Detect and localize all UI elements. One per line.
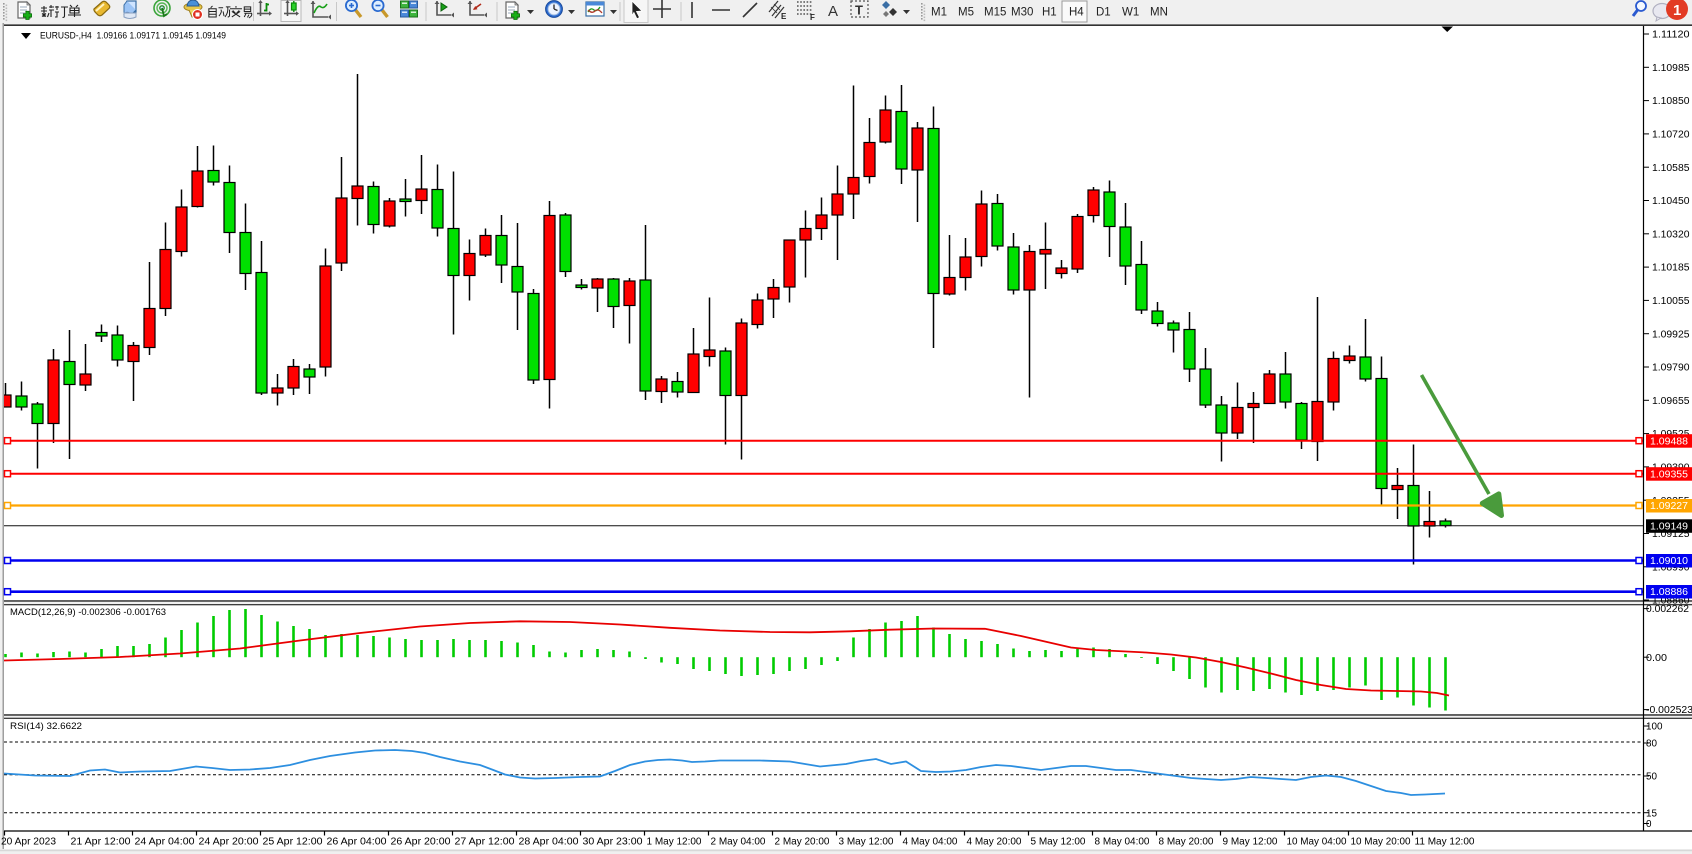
svg-text:0.002262: 0.002262 (1646, 604, 1689, 615)
svg-text:24 Apr 20:00: 24 Apr 20:00 (199, 837, 260, 848)
svg-text:E: E (781, 12, 787, 21)
svg-text:11 May 12:00: 11 May 12:00 (1415, 837, 1476, 848)
svg-text:15: 15 (1646, 808, 1658, 819)
svg-text:26 Apr 04:00: 26 Apr 04:00 (327, 837, 388, 848)
svg-text:1.08990: 1.08990 (1652, 562, 1690, 573)
svg-text:80: 80 (1646, 739, 1658, 750)
svg-text:H4: H4 (1069, 7, 1084, 19)
svg-text:10 May 20:00: 10 May 20:00 (1351, 837, 1412, 848)
svg-text:1.10450: 1.10450 (1652, 196, 1690, 207)
svg-text:M15: M15 (984, 7, 1006, 19)
svg-text:21 Apr 12:00: 21 Apr 12:00 (71, 837, 132, 848)
svg-text:8 May 20:00: 8 May 20:00 (1159, 837, 1215, 848)
svg-text:28 Apr 04:00: 28 Apr 04:00 (519, 837, 580, 848)
svg-text:MACD(12,26,9) -0.002306 -0.001: MACD(12,26,9) -0.002306 -0.001763 (10, 607, 166, 618)
svg-text:1.10720: 1.10720 (1652, 130, 1690, 141)
svg-text:M1: M1 (931, 7, 947, 19)
svg-text:9 May 12:00: 9 May 12:00 (1223, 837, 1279, 848)
svg-text:3 May 12:00: 3 May 12:00 (839, 837, 895, 848)
svg-text:1.10850: 1.10850 (1652, 96, 1690, 107)
svg-text:24 Apr 04:00: 24 Apr 04:00 (135, 837, 196, 848)
svg-text:1.08886: 1.08886 (1650, 587, 1689, 598)
svg-text:MN: MN (1150, 7, 1168, 19)
svg-text:26 Apr 20:00: 26 Apr 20:00 (391, 837, 452, 848)
svg-text:4 May 04:00: 4 May 04:00 (903, 837, 959, 848)
svg-text:4 May 20:00: 4 May 20:00 (967, 837, 1023, 848)
svg-text:1.09655: 1.09655 (1652, 396, 1690, 407)
svg-text:20 Apr 2023: 20 Apr 2023 (1, 837, 57, 848)
svg-text:5 May 12:00: 5 May 12:00 (1031, 837, 1087, 848)
svg-text:10 May 04:00: 10 May 04:00 (1287, 837, 1348, 848)
svg-text:30 Apr 23:00: 30 Apr 23:00 (583, 837, 644, 848)
svg-text:1.09790: 1.09790 (1652, 363, 1690, 374)
svg-text:1 May 12:00: 1 May 12:00 (647, 837, 703, 848)
svg-text:M5: M5 (958, 7, 974, 19)
svg-text:EURUSD-,H4 1.09166 1.09171 1.: EURUSD-,H4 1.09166 1.09171 1.09145 1.091… (40, 30, 226, 41)
svg-text:-0.002523: -0.002523 (1646, 705, 1692, 716)
svg-text:2 May 04:00: 2 May 04:00 (711, 837, 767, 848)
svg-text:1: 1 (1673, 2, 1681, 19)
svg-text:0: 0 (1646, 819, 1652, 830)
svg-text:27 Apr 12:00: 27 Apr 12:00 (455, 837, 516, 848)
svg-text:25 Apr 12:00: 25 Apr 12:00 (263, 837, 324, 848)
svg-text:F: F (810, 13, 815, 22)
svg-text:1.08860: 1.08860 (1652, 596, 1690, 607)
svg-text:1.09488: 1.09488 (1650, 436, 1689, 447)
svg-text:1.11120: 1.11120 (1652, 30, 1690, 41)
svg-text:1.09227: 1.09227 (1650, 501, 1688, 512)
svg-text:1.09355: 1.09355 (1650, 469, 1689, 480)
svg-text:H1: H1 (1042, 7, 1057, 19)
svg-text:T: T (855, 3, 863, 18)
svg-text:1.10585: 1.10585 (1652, 163, 1690, 174)
svg-text:1.10320: 1.10320 (1652, 229, 1690, 240)
svg-text:1.09010: 1.09010 (1650, 556, 1689, 567)
svg-text:8 May 04:00: 8 May 04:00 (1095, 837, 1151, 848)
svg-text:W1: W1 (1122, 7, 1139, 19)
svg-text:A: A (828, 3, 838, 20)
svg-text:1.10985: 1.10985 (1652, 63, 1690, 74)
svg-text:RSI(14) 32.6622: RSI(14) 32.6622 (10, 721, 82, 732)
svg-text:0.00: 0.00 (1646, 653, 1668, 664)
svg-text:1.09925: 1.09925 (1652, 329, 1690, 340)
svg-text:50: 50 (1646, 772, 1658, 783)
svg-text:1.09149: 1.09149 (1650, 521, 1688, 532)
svg-text:D1: D1 (1096, 7, 1111, 19)
svg-text:100: 100 (1646, 722, 1663, 733)
svg-text:1.09125: 1.09125 (1652, 529, 1690, 540)
svg-text:1.10055: 1.10055 (1652, 296, 1690, 307)
svg-text:M30: M30 (1011, 7, 1033, 19)
svg-text:1.10185: 1.10185 (1652, 263, 1690, 274)
svg-text:2 May 20:00: 2 May 20:00 (775, 837, 831, 848)
